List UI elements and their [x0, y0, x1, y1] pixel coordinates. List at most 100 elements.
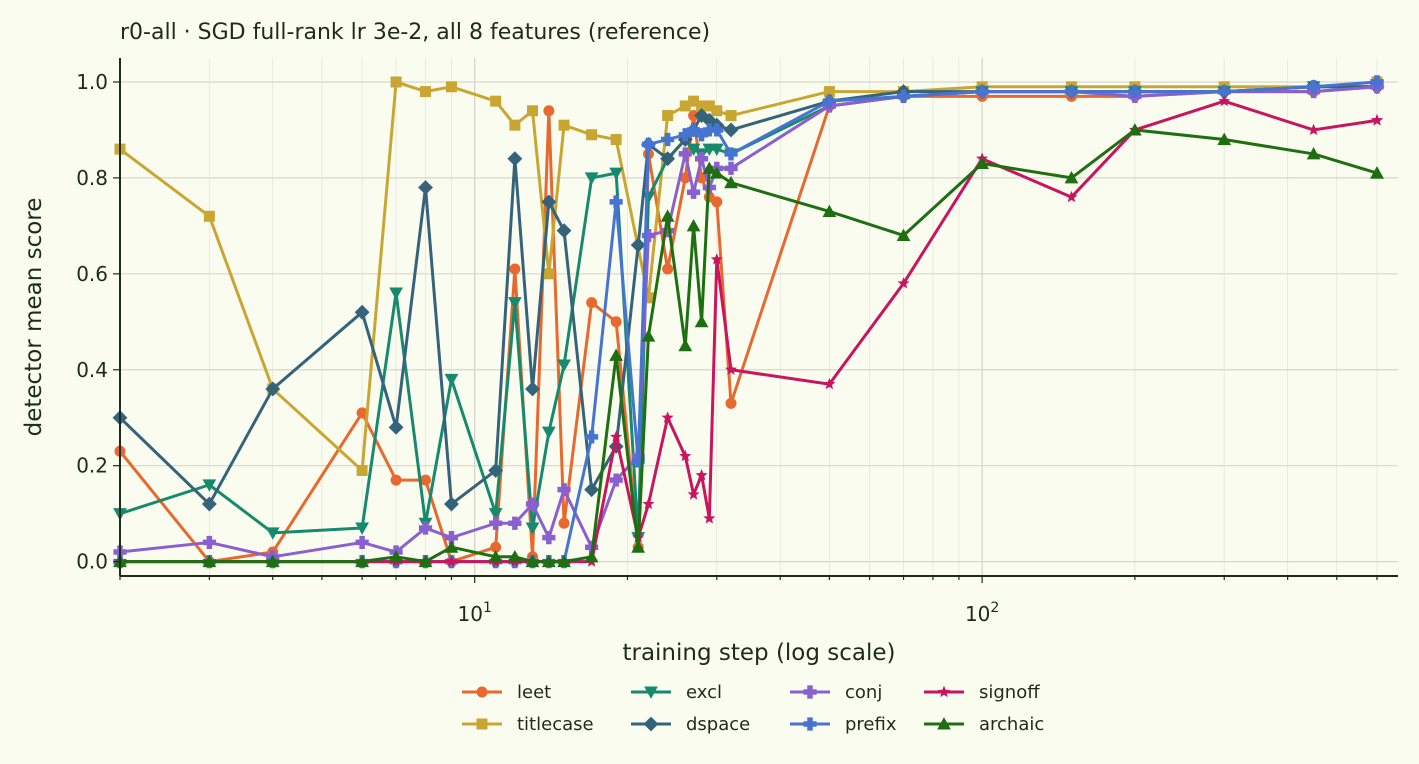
data-point-archaic [541, 554, 556, 568]
data-point-conj [724, 161, 738, 175]
data-point-dspace [556, 223, 572, 239]
legend-marker [476, 686, 488, 698]
data-point-prefix [975, 84, 989, 99]
data-point-titlecase [586, 129, 598, 141]
data-point-dspace [201, 496, 217, 512]
legend-marker [476, 718, 488, 730]
y-tick-label: 0.2 [76, 454, 108, 478]
series-line-titlecase [119, 80, 1378, 472]
data-point-prefix [631, 454, 645, 468]
data-point-dspace [488, 463, 504, 478]
data-point-prefix [896, 89, 911, 103]
data-point-prefix [822, 94, 836, 108]
data-point-signoff [445, 555, 458, 567]
data-point-archaic [975, 156, 990, 170]
legend-marker [644, 686, 658, 699]
legend-marker [937, 717, 951, 730]
data-point-conj [678, 147, 692, 161]
series-conj [113, 80, 1384, 564]
data-point-archaic [686, 218, 701, 232]
data-point-archaic [557, 554, 571, 568]
data-point-dspace [507, 151, 523, 167]
series-signoff [113, 94, 1384, 567]
data-point-titlecase [688, 95, 700, 107]
data-point-archaic [694, 314, 709, 328]
legend-marker [937, 685, 951, 698]
data-point-prefix [609, 195, 623, 209]
data-point-titlecase [420, 86, 432, 98]
data-point-conj [202, 535, 216, 550]
data-point-dspace [630, 237, 646, 253]
legend-item-signoff: signoff [924, 682, 1040, 703]
legend-label: leet [517, 682, 551, 703]
legend-item-titlecase: titlecase [462, 714, 594, 735]
data-point-archaic [1306, 147, 1321, 160]
data-point-excl [389, 287, 403, 300]
data-point-titlecase [203, 210, 215, 222]
data-point-archaic [709, 166, 724, 179]
data-point-conj [694, 152, 709, 166]
data-point-archaic [389, 549, 403, 563]
data-point-archaic [678, 338, 693, 352]
data-point-archaic [702, 161, 717, 174]
data-point-titlecase [527, 105, 539, 117]
data-point-prefix [641, 137, 656, 151]
legend-marker [643, 716, 659, 732]
data-point-conj [525, 497, 540, 511]
series-line-dspace [118, 85, 1377, 506]
legend-label: titlecase [517, 714, 594, 735]
ticks: 0.0 0.2 0.4 0.6 0.8 1.0 101 102 [76, 70, 1378, 626]
data-point-signoff [679, 449, 692, 462]
data-point-dspace [265, 381, 281, 397]
data-point-dspace [701, 112, 717, 128]
data-point-conj [609, 473, 623, 487]
data-point-excl [525, 522, 540, 535]
series-excl [113, 81, 1384, 545]
data-point-archaic [641, 329, 656, 342]
axes [119, 58, 1398, 577]
data-point-prefix [678, 128, 692, 142]
data-point-dspace [444, 496, 459, 512]
data-point-signoff [1218, 94, 1231, 107]
data-point-prefix [1217, 84, 1231, 99]
series-line-conj [119, 85, 1378, 559]
data-point-conj [542, 531, 556, 545]
series-layer [112, 75, 1385, 569]
data-point-titlecase [711, 105, 723, 117]
legend: leet titlecase excl dspace conj prefix signoff… [462, 682, 1044, 735]
data-point-prefix [585, 430, 599, 444]
data-point-signoff [823, 377, 836, 390]
data-point-archaic [1217, 132, 1232, 146]
data-point-excl [584, 172, 599, 185]
data-point-leet [356, 407, 368, 419]
data-point-titlecase [823, 86, 835, 98]
data-point-archaic [1128, 123, 1142, 136]
data-point-dspace [541, 194, 557, 210]
data-point-excl [557, 359, 571, 372]
data-point-signoff [661, 411, 674, 423]
data-point-leet [679, 172, 691, 184]
y-tick-label: 0.0 [76, 550, 108, 574]
data-point-prefix [702, 123, 716, 137]
data-point-archaic [507, 549, 522, 563]
data-point-titlecase [642, 292, 654, 304]
data-point-archaic [660, 209, 675, 222]
data-point-leet [509, 263, 521, 275]
data-point-signoff [897, 277, 910, 289]
data-point-titlecase [725, 110, 737, 122]
data-point-dspace [418, 180, 433, 195]
data-point-prefix [1064, 84, 1079, 99]
data-point-archaic [631, 540, 646, 553]
data-point-prefix [1370, 75, 1384, 89]
data-point-excl [686, 143, 701, 157]
grid [119, 58, 1398, 576]
data-point-conj [444, 531, 459, 545]
data-point-signoff [610, 430, 623, 443]
data-point-excl [609, 167, 624, 180]
data-point-signoff [642, 497, 655, 510]
legend-item-conj: conj [790, 682, 882, 703]
data-point-dspace [388, 419, 404, 435]
data-point-titlecase [679, 100, 691, 112]
series-line-excl [119, 85, 1377, 540]
data-point-archaic [1064, 171, 1079, 184]
